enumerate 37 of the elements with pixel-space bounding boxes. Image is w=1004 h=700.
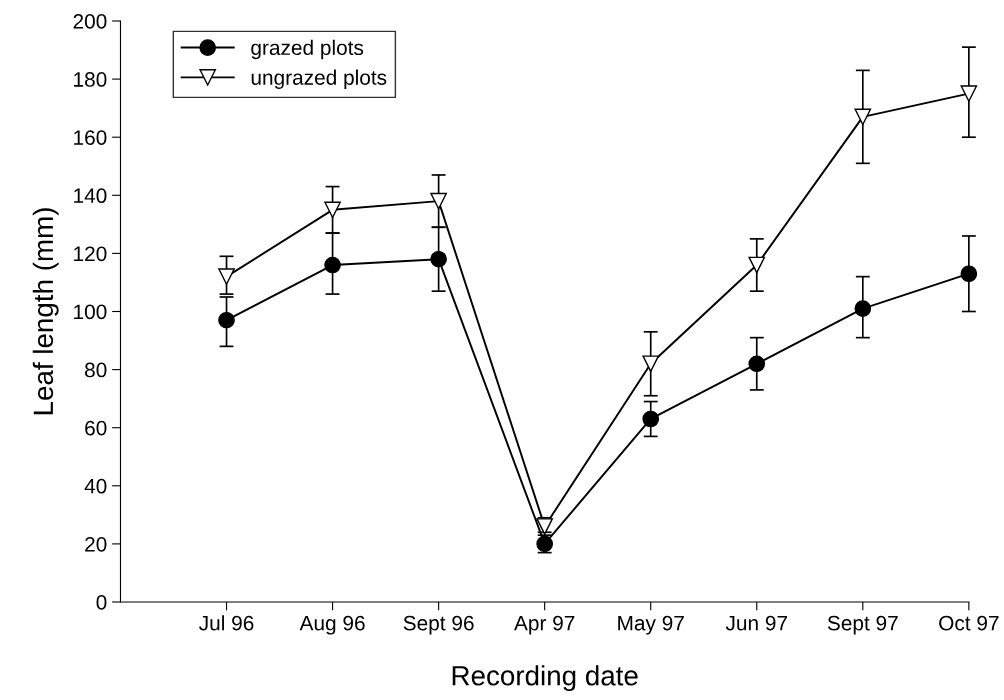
point: [960, 265, 978, 283]
legend-label: grazed plots: [251, 39, 364, 60]
x-tick-label: Jul 96: [199, 615, 254, 631]
y-axis-title: Leaf length (mm): [32, 208, 59, 415]
y-tick-label: 0: [96, 595, 107, 610]
point: [748, 355, 766, 373]
point: [324, 201, 341, 219]
point: [324, 256, 341, 274]
point: [430, 192, 447, 210]
y-tick-label: 20: [85, 536, 107, 552]
x-tick-label: Sept 96: [403, 615, 474, 635]
y-tick-label: 160: [74, 130, 107, 145]
point: [430, 250, 447, 268]
x-tick-label: Apr 97: [514, 615, 575, 635]
y-tick-label: 100: [74, 304, 107, 320]
legend-label: ungrazed plots: [251, 69, 387, 90]
x-tick-label: Oct 97: [939, 615, 999, 631]
x-axis-title: Recording date: [452, 665, 638, 692]
x-tick-label: Jun 97: [725, 615, 787, 631]
y-tick-label: 120: [74, 246, 107, 262]
x-tick-label: May 97: [618, 615, 684, 635]
y-tick-label: 180: [74, 72, 107, 87]
point: [642, 410, 660, 428]
x-tick-label: Sept 97: [827, 615, 898, 635]
point: [854, 108, 872, 126]
y-tick-label: 200: [73, 14, 107, 29]
point: [218, 268, 235, 285]
point: [218, 311, 235, 329]
point: [748, 256, 766, 274]
point: [642, 355, 660, 373]
x-tick-label: Aug 96: [299, 615, 365, 635]
y-tick-label: 140: [74, 188, 107, 204]
point: [854, 300, 872, 317]
y-tick-label: 60: [85, 420, 107, 436]
point: [960, 85, 978, 102]
y-tick-label: 40: [84, 478, 107, 494]
y-tick-label: 80: [85, 362, 107, 378]
